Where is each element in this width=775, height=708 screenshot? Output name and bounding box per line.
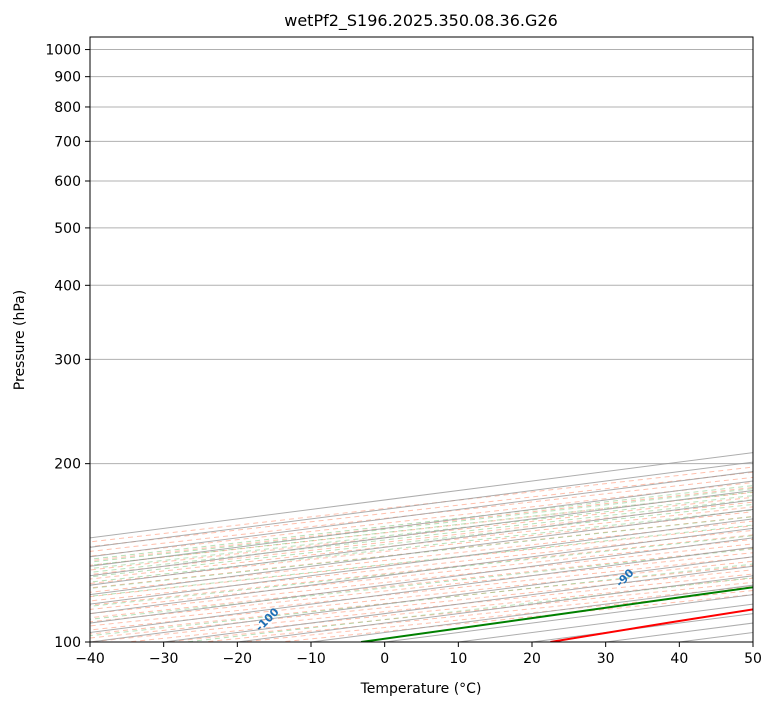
chart-title: wetPf2_S196.2025.350.08.36.G26: [284, 11, 558, 31]
isotherm: [90, 471, 753, 558]
y-tick-label: 100: [54, 635, 81, 651]
dry-adiabat: [203, 585, 753, 642]
y-tick-label: 900: [54, 70, 81, 86]
isotherm: [605, 622, 753, 642]
isotherm: [90, 508, 753, 596]
dry-adiabat: [90, 573, 753, 642]
x-axis-title: Temperature (°C): [360, 681, 482, 697]
y-tick-label: 400: [54, 278, 81, 294]
y-tick-label: 600: [54, 174, 81, 190]
y-tick-label: 200: [54, 457, 81, 473]
isotherm: [90, 556, 753, 642]
y-tick-label: 800: [54, 100, 81, 116]
isotherm: [90, 537, 753, 624]
isotherm: [90, 489, 753, 577]
dry-adiabat: [90, 511, 753, 584]
x-tick-label: −40: [75, 651, 105, 667]
x-tick-label: 30: [597, 651, 615, 667]
dry-adiabat: [90, 520, 753, 593]
isotherm: [384, 594, 753, 642]
x-tick-label: 40: [670, 651, 688, 667]
dry-adiabat: [90, 565, 753, 635]
x-tick-label: 10: [449, 651, 467, 667]
x-tick-label: 0: [380, 651, 389, 667]
isotherm: [310, 584, 753, 642]
dry-adiabat: [90, 496, 753, 571]
axes: −40 −30 −20 −10 0 10 20 30 40 50 1000 900 800 700 600 5…: [45, 43, 762, 667]
isotherm: [679, 632, 753, 642]
x-tick-label: 50: [744, 651, 762, 667]
isotherm: [531, 613, 753, 642]
isotherm: [90, 527, 753, 615]
x-tick-label: 20: [523, 651, 541, 667]
y-tick-label: 300: [54, 352, 81, 368]
moist-adiabat: [90, 563, 753, 637]
isotherm: [90, 499, 753, 586]
temperature-profile-line: [550, 608, 753, 642]
dry-adiabat: [90, 476, 753, 552]
dry-adiabat: [90, 466, 753, 543]
y-tick-label: 500: [54, 221, 81, 237]
y-tick-label: 1000: [45, 43, 81, 59]
x-tick-label: −10: [296, 651, 326, 667]
background-lines: [90, 49, 753, 642]
isotherm: [90, 461, 753, 548]
dry-adiabat: [90, 486, 753, 562]
plot-frame: [89, 36, 754, 643]
x-tick-label: −20: [223, 651, 253, 667]
y-tick-label: 700: [54, 134, 81, 150]
isotherm: [90, 480, 753, 567]
x-tick-label: −30: [149, 651, 179, 667]
isotherm: [752, 641, 753, 642]
dry-adiabat: [90, 538, 753, 610]
dry-adiabat: [90, 506, 753, 580]
isotherm: [90, 518, 753, 605]
theta-e-label: -100: [253, 605, 282, 634]
y-axis-title: Pressure (hPa): [12, 290, 28, 390]
